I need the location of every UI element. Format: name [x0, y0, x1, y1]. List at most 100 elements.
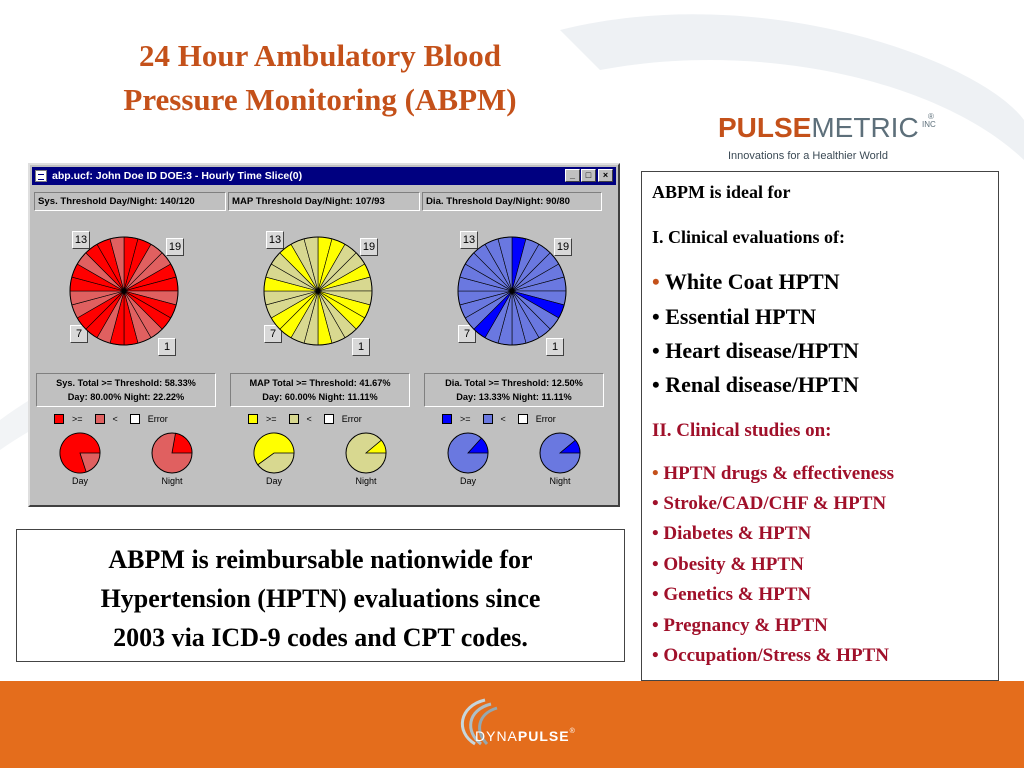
legend-lt-label: < — [112, 413, 118, 424]
legend-lt-swatch — [482, 413, 493, 424]
close-button[interactable]: × — [598, 169, 613, 182]
dynapulse-swirl-icon — [460, 698, 498, 746]
night-above-threshold-slice — [171, 432, 193, 454]
maximize-button[interactable]: □ — [581, 169, 596, 182]
hour-label-7: 7 — [70, 325, 88, 343]
legend-error-swatch — [517, 413, 528, 424]
evaluation-item: • Essential HPTN — [652, 304, 817, 329]
hour-label-13: 13 — [460, 231, 478, 249]
night-pie-chart — [539, 432, 581, 474]
threshold-stats: MAP Total >= Threshold: 41.67% Day: 60.00… — [230, 373, 410, 407]
hour-label-19: 19 — [554, 238, 572, 256]
threshold-stats: Dia. Total >= Threshold: 12.50% Day: 13.3… — [424, 373, 604, 407]
abpm-uses-box: ABPM is ideal for I. Clinical evaluation… — [641, 171, 999, 681]
logo-metric-text: METRIC — [811, 112, 919, 143]
stat-day-night: Day: 13.33% Night: 11.11% — [456, 392, 572, 402]
evaluations-heading: I. Clinical evaluations of: — [652, 227, 846, 247]
stat-day-night: Day: 80.00% Night: 22.22% — [67, 392, 185, 402]
study-item: • Stroke/CAD/CHF & HPTN — [652, 493, 887, 514]
reimbursement-line3: 2003 via ICD-9 codes and CPT codes. — [113, 623, 528, 652]
day-pie-label: Day — [265, 476, 282, 486]
legend-ge-swatch — [54, 413, 64, 424]
reimbursement-box: ABPM is reimbursable nationwide for Hype… — [16, 529, 625, 662]
hourly-pie-chart — [69, 236, 179, 346]
dia-threshold-field: Dia. Threshold Day/Night: 90/80 — [422, 192, 602, 211]
pie-legend: >= < Error — [54, 412, 180, 426]
legend-ge-label: >= — [266, 413, 277, 424]
window-title: abp.ucf: John Doe ID DOE:3 - Hourly Time… — [52, 170, 303, 182]
night-pie-label: Night — [549, 476, 571, 486]
slide-title: 24 Hour Ambulatory Blood Pressure Monito… — [40, 34, 600, 122]
evaluation-item: • Renal disease/HPTN — [652, 372, 859, 397]
legend-error-swatch — [129, 413, 140, 424]
study-item: • Diabetes & HPTN — [652, 523, 812, 544]
hour-label-1: 1 — [158, 338, 176, 356]
hour-label-13: 13 — [266, 231, 284, 249]
window-titlebar[interactable]: abp.ucf: John Doe ID DOE:3 - Hourly Time… — [32, 167, 616, 185]
stat-total: MAP Total >= Threshold: 41.67% — [249, 378, 391, 388]
app-icon[interactable] — [35, 170, 47, 182]
night-pie-chart — [151, 432, 193, 474]
logo-registered: ® — [928, 112, 934, 121]
brand-dyna: DYNA — [475, 728, 518, 744]
legend-lt-swatch — [288, 413, 299, 424]
day-pie-chart — [59, 432, 101, 474]
study-item: • Pregnancy & HPTN — [652, 615, 828, 636]
legend-error-label: Error — [147, 413, 168, 424]
minimize-button[interactable]: _ — [565, 169, 580, 182]
hour-label-1: 1 — [546, 338, 564, 356]
day-pie-label: Day — [459, 476, 476, 486]
threshold-stats: Sys. Total >= Threshold: 58.33% Day: 80.0… — [36, 373, 216, 407]
hour-label-1: 1 — [352, 338, 370, 356]
legend-ge-swatch — [248, 413, 258, 424]
hour-label-19: 19 — [360, 238, 378, 256]
pulsemetric-logo: PULSEMETRIC ® INC Innovations for a Heal… — [718, 112, 958, 168]
study-item: • Obesity & HPTN — [652, 554, 804, 575]
night-pie-label: Night — [355, 476, 377, 486]
legend-error-label: Error — [341, 413, 362, 424]
brand-pulse: PULSE — [517, 728, 570, 744]
map-threshold-field: MAP Threshold Day/Night: 107/93 — [228, 192, 420, 211]
footer-bar — [0, 681, 1024, 768]
day-above-threshold-slice — [253, 432, 295, 466]
day-above-threshold-slice — [59, 432, 101, 474]
pie-legend: >= < Error — [442, 412, 568, 426]
logo-inc: INC — [922, 120, 936, 129]
hour-label-7: 7 — [264, 325, 282, 343]
hourly-pie-chart — [457, 236, 567, 346]
slide-title-line1: 24 Hour Ambulatory Blood — [138, 38, 501, 73]
study-item: • Genetics & HPTN — [652, 584, 812, 605]
evaluation-item: • White Coat HPTN — [652, 269, 840, 294]
day-above-threshold-slice — [467, 437, 489, 454]
reimbursement-line2: Hypertension (HPTN) evaluations since — [100, 584, 541, 613]
legend-ge-label: >= — [460, 413, 471, 424]
legend-ge-label: >= — [72, 413, 83, 424]
legend-error-label: Error — [535, 413, 556, 424]
legend-lt-label: < — [500, 413, 506, 424]
day-pie-chart — [253, 432, 295, 474]
day-pie-label: Day — [71, 476, 88, 486]
abp-window: abp.ucf: John Doe ID DOE:3 - Hourly Time… — [28, 163, 620, 507]
pie-legend: >= < Error — [248, 412, 374, 426]
hourly-pie-chart — [263, 236, 373, 346]
stat-total: Sys. Total >= Threshold: 58.33% — [56, 378, 196, 388]
studies-heading: II. Clinical studies on: — [652, 420, 832, 441]
night-above-threshold-slice — [364, 439, 387, 454]
study-item: • Occupation/Stress & HPTN — [652, 645, 889, 666]
logo-tagline: Innovations for a Healthier World — [728, 150, 888, 162]
stat-day-night: Day: 60.00% Night: 11.11% — [262, 392, 378, 402]
night-above-threshold-slice — [558, 439, 581, 454]
legend-ge-swatch — [442, 413, 452, 424]
night-pie-chart — [345, 432, 387, 474]
day-pie-chart — [447, 432, 489, 474]
uses-heading: ABPM is ideal for — [652, 182, 791, 202]
legend-lt-label: < — [306, 413, 312, 424]
reimbursement-line1: ABPM is reimbursable nationwide for — [108, 545, 533, 574]
stat-total: Dia. Total >= Threshold: 12.50% — [445, 378, 583, 388]
hour-label-7: 7 — [458, 325, 476, 343]
study-item: • HPTN drugs & effectiveness — [652, 463, 895, 484]
evaluation-item: • Heart disease/HPTN — [652, 338, 859, 363]
night-pie-label: Night — [161, 476, 183, 486]
hour-label-19: 19 — [166, 238, 184, 256]
slide-title-line2: Pressure Monitoring (ABPM) — [123, 82, 517, 117]
